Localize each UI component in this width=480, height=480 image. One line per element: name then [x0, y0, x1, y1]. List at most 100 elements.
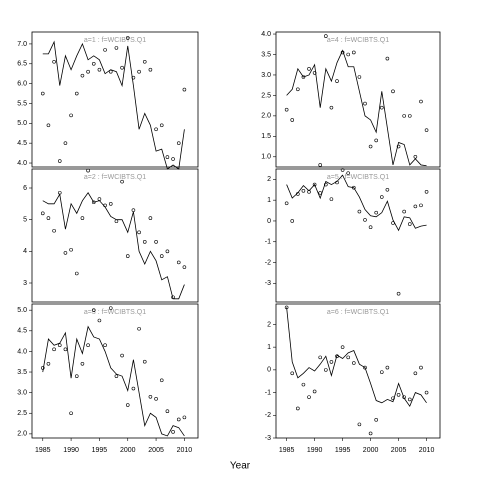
data-point [324, 182, 328, 187]
data-point [335, 79, 339, 83]
y-tick-label: 7.0 [17, 41, 27, 48]
data-point [40, 366, 45, 370]
data-point [125, 254, 130, 258]
data-point [69, 247, 73, 252]
panel-frame [31, 168, 199, 303]
data-point [402, 395, 406, 399]
x-tick-label: 2010 [419, 447, 435, 454]
data-point [97, 67, 102, 72]
data-point [396, 393, 401, 397]
y-tick-label: 0 [267, 367, 271, 374]
data-point [363, 365, 367, 370]
data-point [63, 251, 68, 255]
data-point [335, 180, 339, 185]
data-point [154, 397, 158, 401]
strip-title: a=3 : f=WCIBTS.Q1 [84, 309, 146, 316]
y-tick-label: 1.0 [261, 154, 271, 161]
data-point [74, 374, 79, 378]
y-tick-label: 4 [23, 248, 27, 255]
data-point [80, 216, 85, 220]
y-tick-label: 1.5 [261, 133, 271, 140]
data-point [142, 240, 147, 244]
y-tick-label: 4.5 [17, 140, 27, 147]
y-tick-label: 0 [267, 218, 271, 225]
data-point [52, 59, 56, 64]
strip-title: a=6 : f=WCIBTS.Q1 [327, 309, 389, 316]
data-point [91, 308, 96, 312]
y-tick-label: -3 [265, 435, 271, 442]
y-tick-label: 1 [267, 344, 271, 351]
data-point [374, 418, 378, 422]
panel-frame [275, 168, 441, 303]
data-point [413, 204, 418, 209]
data-point [346, 171, 351, 175]
y-tick-label: 3.0 [261, 72, 271, 79]
data-point [352, 185, 356, 190]
y-tick-label: 2.5 [261, 92, 271, 99]
data-point [108, 202, 113, 206]
data-point [419, 99, 423, 104]
data-point [284, 201, 289, 206]
data-point [290, 118, 295, 122]
data-point [329, 197, 334, 201]
data-point [396, 144, 401, 149]
y-tick-label: 5 [23, 217, 27, 224]
y-tick-label: 2.5 [17, 410, 27, 417]
panel-frame [31, 303, 199, 439]
data-point [352, 50, 356, 55]
data-point [57, 190, 62, 195]
data-point [385, 56, 390, 61]
data-point [165, 249, 170, 254]
data-point [374, 210, 378, 215]
data-point [114, 46, 119, 50]
data-point [368, 225, 373, 229]
data-point [413, 371, 418, 376]
data-point [171, 430, 175, 434]
x-tick-label: 1985 [279, 447, 295, 454]
data-point [108, 69, 113, 74]
data-point [379, 195, 384, 199]
y-tick-label: 3.5 [261, 51, 271, 58]
data-point [176, 417, 181, 422]
y-tick-label: -2 [265, 259, 271, 266]
y-tick-label: 5.5 [17, 100, 27, 107]
data-point [131, 75, 136, 80]
data-point [296, 406, 300, 411]
strip-title: a=5 : f=WCIBTS.Q1 [327, 174, 389, 181]
data-point [312, 71, 317, 75]
data-point [125, 403, 130, 407]
data-point [57, 343, 62, 348]
data-point [368, 431, 373, 436]
x-tick-label: 2000 [363, 447, 379, 454]
data-point [357, 209, 362, 214]
data-point [290, 219, 295, 223]
data-point [307, 190, 311, 194]
y-tick-label: 2.0 [261, 113, 271, 120]
y-tick-label: 3 [23, 280, 27, 287]
data-point [290, 371, 295, 376]
data-point [86, 69, 90, 74]
data-point [379, 105, 384, 110]
y-tick-label: 2.0 [17, 431, 27, 438]
x-axis-label: Year [230, 461, 251, 472]
data-point [284, 305, 289, 310]
data-point [419, 365, 423, 370]
x-tick-label: 2005 [148, 447, 164, 454]
data-point [154, 127, 158, 132]
data-point [357, 422, 362, 427]
data-point [159, 378, 164, 383]
data-point [120, 353, 124, 358]
data-point [182, 415, 187, 420]
y-tick-label: -1 [265, 389, 271, 396]
data-point [424, 190, 429, 194]
data-point [86, 168, 90, 173]
data-point [368, 144, 373, 149]
data-point [52, 347, 56, 352]
y-tick-label: 6.0 [17, 80, 27, 87]
y-tick-label: 2 [267, 176, 271, 183]
data-point [363, 218, 367, 222]
data-point [346, 355, 351, 360]
panel-frame [275, 31, 441, 168]
data-point [424, 390, 429, 395]
x-tick-label: 1985 [35, 447, 51, 454]
